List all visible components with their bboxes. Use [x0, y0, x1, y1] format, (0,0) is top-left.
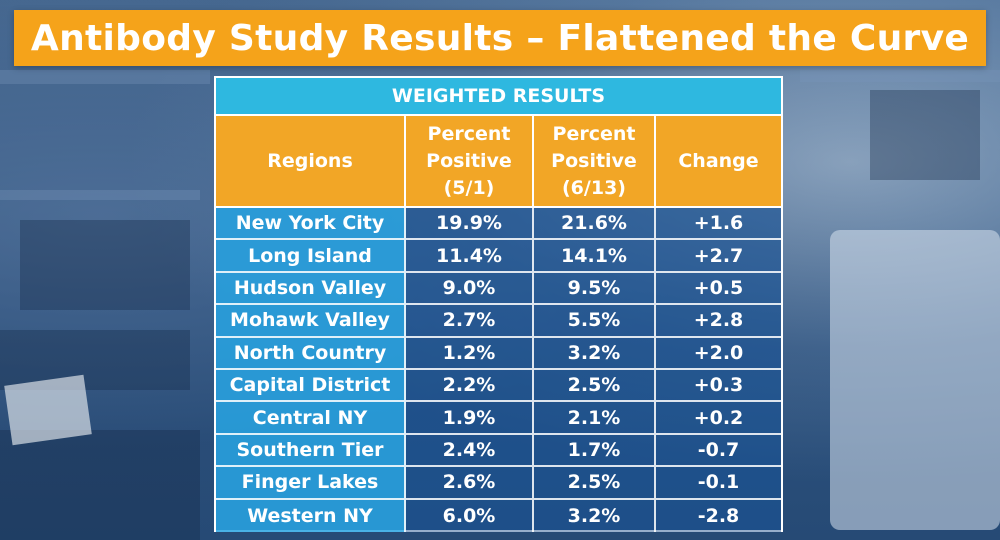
table-cell-percent-positive-5-1: 1.2%: [406, 337, 534, 370]
table-cell-percent-positive-5-1: 1.9%: [406, 402, 534, 435]
table-cell-change: +1.6: [656, 208, 781, 241]
table-cell-change: +2.0: [656, 337, 781, 370]
column-header-percent-positive-6-13: Percent Positive (6/13): [534, 116, 656, 208]
table-cell-percent-positive-6-13: 9.5%: [534, 272, 656, 306]
region-name-cell: Capital District: [216, 370, 406, 403]
table-cell-percent-positive-5-1: 11.4%: [406, 240, 534, 273]
column-header-change: Change: [656, 116, 781, 208]
region-name-cell: Mohawk Valley: [216, 305, 406, 338]
table-cell-percent-positive-6-13: 2.5%: [534, 467, 656, 500]
table-cell-percent-positive-6-13: 21.6%: [534, 208, 656, 241]
table-cell-change: +2.8: [656, 305, 781, 338]
region-name-cell: Western NY: [216, 499, 406, 532]
table-cell-percent-positive-6-13: 2.5%: [534, 370, 656, 403]
table-cell-percent-positive-6-13: 3.2%: [534, 337, 656, 370]
column-header-regions: Regions: [216, 116, 406, 208]
table-cell-percent-positive-5-1: 2.4%: [406, 434, 534, 468]
title-banner: Antibody Study Results – Flattened the C…: [14, 10, 986, 66]
table-cell-change: +0.5: [656, 272, 781, 306]
table-cell-percent-positive-6-13: 1.7%: [534, 434, 656, 468]
results-table: WEIGHTED RESULTS Regions Percent Positive…: [214, 76, 783, 532]
region-name-cell: Finger Lakes: [216, 467, 406, 500]
table-cell-percent-positive-6-13: 14.1%: [534, 240, 656, 273]
table-cell-change: -2.8: [656, 499, 781, 532]
table-cell-percent-positive-5-1: 2.6%: [406, 467, 534, 500]
column-header-percent-positive-5-1: Percent Positive (5/1): [406, 116, 534, 208]
table-cell-change: +0.3: [656, 370, 781, 403]
table-cell-percent-positive-5-1: 2.2%: [406, 370, 534, 403]
region-name-cell: Southern Tier: [216, 434, 406, 468]
page-title: Antibody Study Results – Flattened the C…: [30, 17, 970, 59]
table-cell-percent-positive-6-13: 3.2%: [534, 499, 656, 532]
table-cell-percent-positive-5-1: 9.0%: [406, 272, 534, 306]
region-name-cell: Central NY: [216, 402, 406, 435]
region-name-cell: New York City: [216, 208, 406, 241]
table-cell-percent-positive-6-13: 5.5%: [534, 305, 656, 338]
region-name-cell: North Country: [216, 337, 406, 370]
table-cell-percent-positive-5-1: 19.9%: [406, 208, 534, 241]
table-caption: WEIGHTED RESULTS: [216, 78, 781, 116]
table-cell-change: +0.2: [656, 402, 781, 435]
region-name-cell: Long Island: [216, 240, 406, 273]
table-cell-percent-positive-5-1: 2.7%: [406, 305, 534, 338]
region-name-cell: Hudson Valley: [216, 272, 406, 306]
table-cell-change: -0.7: [656, 434, 781, 468]
table-cell-percent-positive-5-1: 6.0%: [406, 499, 534, 532]
table-cell-change: -0.1: [656, 467, 781, 500]
table-cell-percent-positive-6-13: 2.1%: [534, 402, 656, 435]
table-cell-change: +2.7: [656, 240, 781, 273]
